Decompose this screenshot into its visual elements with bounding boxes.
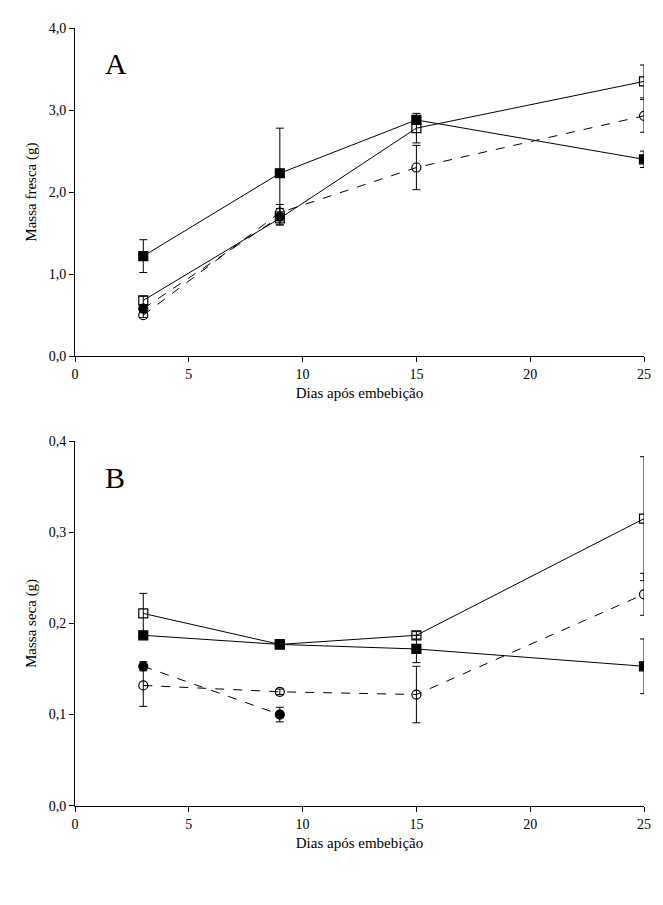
svg-text:0,0: 0,0 (49, 349, 67, 364)
svg-text:0: 0 (72, 367, 79, 382)
svg-text:Dias após embebição: Dias após embebição (296, 835, 423, 851)
svg-text:Massa seca (g): Massa seca (g) (23, 579, 40, 668)
svg-text:5: 5 (185, 367, 192, 382)
svg-text:20: 20 (523, 817, 537, 832)
svg-text:0,4: 0,4 (49, 434, 67, 449)
svg-text:1,0: 1,0 (49, 267, 67, 282)
svg-text:4,0: 4,0 (49, 21, 67, 36)
svg-text:15: 15 (409, 817, 423, 832)
svg-text:B: B (105, 461, 125, 494)
svg-text:0,0: 0,0 (49, 799, 67, 814)
svg-text:2,0: 2,0 (49, 185, 67, 200)
svg-text:A: A (105, 47, 127, 80)
svg-text:Dias após embebição: Dias após embebição (296, 385, 423, 401)
svg-text:20: 20 (523, 367, 537, 382)
svg-text:10: 10 (296, 817, 310, 832)
svg-text:0: 0 (72, 817, 79, 832)
svg-text:0,3: 0,3 (49, 525, 67, 540)
svg-text:15: 15 (409, 367, 423, 382)
svg-text:5: 5 (185, 817, 192, 832)
svg-text:3,0: 3,0 (49, 103, 67, 118)
svg-text:10: 10 (296, 367, 310, 382)
svg-text:Massa fresca (g): Massa fresca (g) (23, 143, 40, 242)
svg-text:25: 25 (637, 367, 651, 382)
svg-text:0,2: 0,2 (49, 616, 67, 631)
svg-text:0,1: 0,1 (49, 707, 67, 722)
svg-text:25: 25 (637, 817, 651, 832)
